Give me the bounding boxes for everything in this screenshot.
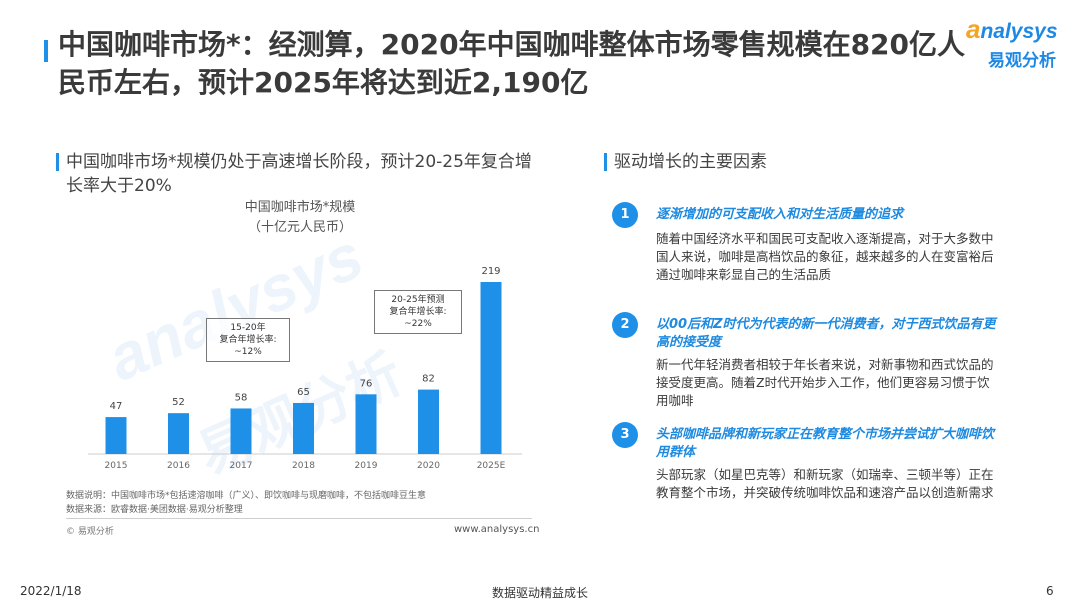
copyright-text: © 易观分析 — [66, 527, 114, 537]
driver-factor-2: 2 以00后和Z时代为代表的新一代消费者，对于西式饮品有更高的接受度 新一代年轻… — [612, 312, 1012, 412]
bar-2025E — [480, 282, 502, 454]
factor-body: 头部玩家（如星巴克等）和新玩家（如瑞幸、三顿半等）正在教育整个市场，并突破传统咖… — [656, 467, 994, 500]
data-label-2017: 58 — [235, 392, 248, 403]
factor-body: 随着中国经济水平和国民可支配收入逐渐提高，对于大多数中国人来说，咖啡是高档饮品的… — [656, 231, 994, 282]
chart-divider — [66, 518, 532, 519]
chart-section-accent-bar — [56, 153, 59, 171]
data-note: 数据说明：中国咖啡市场*包括速溶咖啡（广义）、即饮咖啡与现磨咖啡，不包括咖啡豆生… — [66, 491, 427, 501]
page-title: 中国咖啡市场*：经测算，2020年中国咖啡整体市场零售规模在820亿人民币左右，… — [58, 28, 966, 99]
annotation-line: ~12% — [234, 347, 262, 357]
bar-2019 — [355, 394, 377, 454]
data-label-2016: 52 — [172, 397, 185, 408]
chart-unit: （十亿元人民币） — [247, 220, 352, 235]
factor-number-badge: 3 — [612, 422, 638, 448]
chart-section-heading: 中国咖啡市场*规模仍处于高速增长阶段，预计20-25年复合增长率大于20% — [66, 152, 532, 196]
title-accent-bar — [44, 40, 48, 62]
tick-label-2017: 2017 — [230, 461, 253, 471]
annotation-line: 15-20年 — [230, 323, 266, 333]
logo-wordmark: analysys — [966, 14, 1058, 45]
footer-date: 2022/1/18 — [20, 584, 82, 598]
bar-2017 — [230, 408, 252, 454]
logo-rest: nalysys — [980, 20, 1058, 43]
bar-2020 — [418, 389, 439, 454]
factor-body: 新一代年轻消费者相较于年长者来说，对新事物和西式饮品的接受度更高。随着Z时代开始… — [656, 357, 994, 408]
annotation-line: ~22% — [404, 319, 432, 329]
analysys-logo: analysys 易观分析 — [966, 14, 1074, 74]
annotation-line: 20-25年预测 — [391, 295, 445, 305]
data-label-2018: 65 — [297, 387, 310, 398]
data-label-2015: 47 — [110, 401, 123, 412]
website-link[interactable]: www.analysys.cn — [454, 524, 540, 535]
logo-initial: a — [966, 14, 981, 44]
drivers-section-accent-bar — [604, 153, 607, 171]
bar-2015 — [105, 417, 127, 454]
tick-label-2018: 2018 — [292, 461, 315, 471]
cagr-annotation-2015-2020: 15-20年 复合年增长率: ~12% — [206, 318, 290, 362]
factor-heading: 逐渐增加的可支配收入和对生活质量的追求 — [656, 207, 904, 222]
factor-number-badge: 1 — [612, 202, 638, 228]
driver-factor-3: 3 头部咖啡品牌和新玩家正在教育整个市场并尝试扩大咖啡饮用群体 头部玩家（如星巴… — [612, 422, 1012, 522]
bar-2018 — [293, 402, 314, 454]
page-number: 6 — [1046, 584, 1054, 598]
logo-chinese: 易观分析 — [988, 51, 1056, 71]
tick-label-2025E: 2025E — [477, 461, 506, 471]
chart-title-block: 中国咖啡市场*规模 （十亿元人民币） — [200, 198, 400, 238]
market-size-bar-chart: 47 2015 52 2016 58 2017 65 2018 76 2019 82 2020 219 2… — [88, 266, 522, 471]
annotation-line: 复合年增长率: — [219, 335, 277, 345]
annotation-line: 复合年增长率: — [389, 307, 447, 317]
data-label-2025E: 219 — [481, 266, 500, 277]
footer-slogan: 数据驱动精益成长 — [491, 586, 588, 600]
factor-heading: 头部咖啡品牌和新玩家正在教育整个市场并尝试扩大咖啡饮用群体 — [656, 427, 995, 460]
cagr-annotation-2020-2025: 20-25年预测 复合年增长率: ~22% — [374, 290, 462, 334]
factor-number-badge: 2 — [612, 312, 638, 338]
drivers-heading: 驱动增长的主要因素 — [614, 152, 767, 172]
bar-2016 — [168, 413, 189, 454]
driver-factor-1: 1 逐渐增加的可支配收入和对生活质量的追求 随着中国经济水平和国民可支配收入逐渐… — [612, 202, 1012, 292]
tick-label-2019: 2019 — [355, 461, 378, 471]
data-source: 数据来源：欧睿数据·美团数据·易观分析整理 — [66, 505, 243, 515]
tick-label-2020: 2020 — [417, 461, 440, 471]
data-label-2020: 82 — [422, 374, 435, 385]
chart-title: 中国咖啡市场*规模 — [244, 200, 356, 215]
data-label-2019: 76 — [360, 378, 373, 389]
tick-label-2015: 2015 — [105, 461, 128, 471]
tick-label-2016: 2016 — [167, 461, 190, 471]
factor-heading: 以00后和Z时代为代表的新一代消费者，对于西式饮品有更高的接受度 — [656, 317, 996, 350]
